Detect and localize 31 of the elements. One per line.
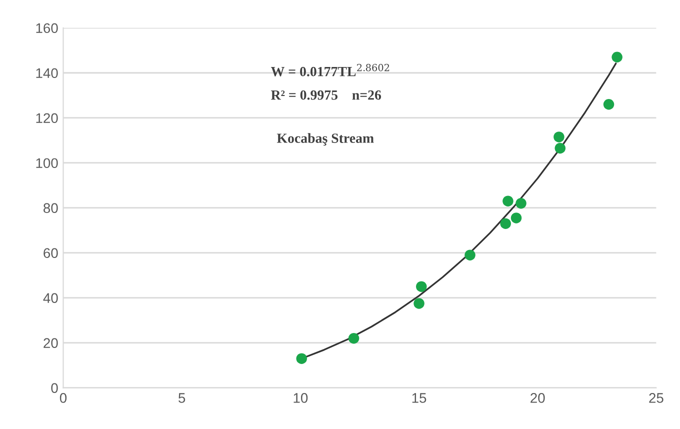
y-tick-label: 60	[44, 248, 58, 258]
y-tick-label: 140	[36, 68, 58, 78]
point	[348, 332, 360, 344]
x-tick-label: 10	[294, 393, 308, 403]
point	[464, 250, 476, 260]
point	[416, 281, 427, 292]
y-tick-label: 80	[44, 203, 58, 214]
annotation: Kocabaş Stream	[276, 133, 374, 146]
x-tick-label: 25	[649, 393, 664, 403]
point	[516, 198, 526, 209]
x-tick-label: 15	[412, 393, 426, 403]
point	[296, 353, 307, 364]
y-tick-label: 40	[43, 293, 58, 304]
y-tick-label: 0	[51, 383, 58, 393]
point	[502, 196, 514, 206]
y-tick-label: 20	[44, 338, 58, 348]
annotation: R² = 0.9975 n=26	[271, 90, 382, 100]
x-tick-label: 0	[60, 393, 67, 403]
y-tick-label: 100	[36, 158, 58, 168]
annotation: W = 0.0177TL$^{2.8602}$	[270, 64, 390, 76]
x-tick-label: 20	[530, 393, 545, 403]
point	[414, 298, 424, 309]
point	[603, 98, 614, 110]
x-tick-label: 5	[178, 393, 186, 403]
point	[612, 52, 622, 63]
point	[554, 142, 566, 154]
point	[554, 132, 564, 142]
y-tick-label: 160	[36, 23, 58, 34]
y-tick-label: 120	[36, 113, 58, 124]
point	[500, 218, 511, 229]
point	[510, 212, 522, 224]
